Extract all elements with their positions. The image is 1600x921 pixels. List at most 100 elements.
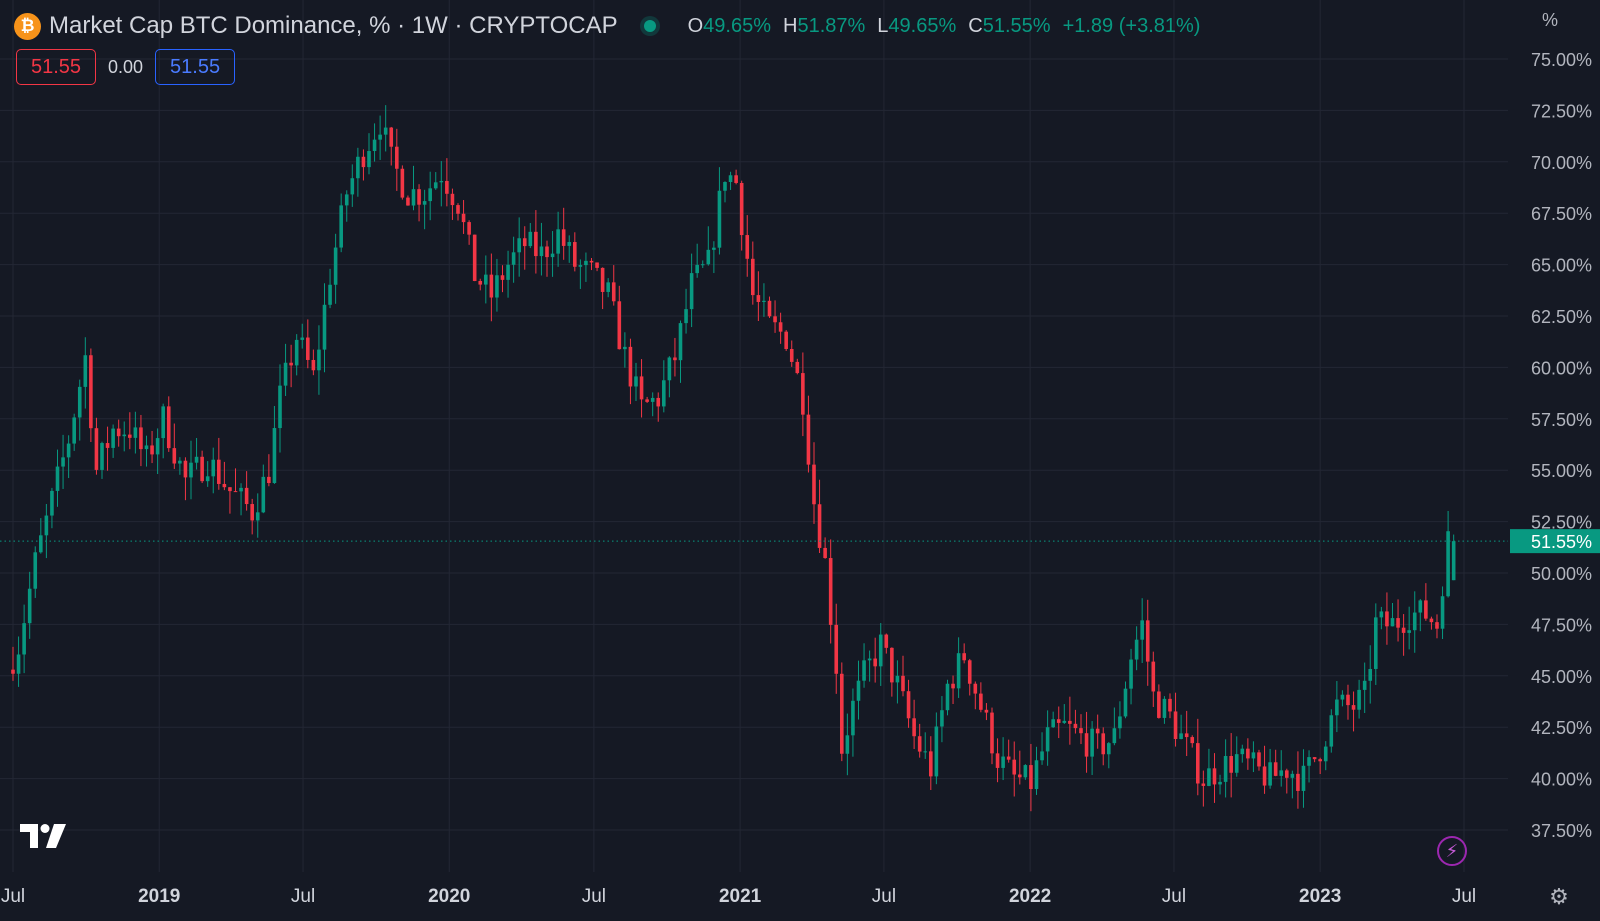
spread-value: 0.00 <box>108 56 144 77</box>
candle-body <box>311 359 316 371</box>
ohlc-low: L49.65% <box>877 14 957 37</box>
candle-body <box>745 235 750 259</box>
market-status-icon[interactable] <box>643 20 656 32</box>
x-tick-label: 2023 <box>1299 886 1341 907</box>
candle-body <box>1307 757 1311 766</box>
candle-body <box>617 301 622 350</box>
candle-body <box>72 417 76 444</box>
candle-body <box>39 535 43 553</box>
candle-body <box>845 735 850 754</box>
lightning-icon[interactable]: ⚡ <box>1437 836 1467 866</box>
candle-body <box>1351 705 1356 710</box>
candle-body <box>255 512 260 521</box>
y-tick-label: 37.50% <box>1531 821 1592 841</box>
y-tick-label: 47.50% <box>1531 615 1592 635</box>
candle-body <box>1212 768 1217 785</box>
candle-body <box>689 273 694 310</box>
candle-body <box>484 274 488 285</box>
candle-body <box>923 751 928 753</box>
gear-icon[interactable]: ⚙ <box>1549 884 1569 909</box>
candle-body <box>506 264 510 280</box>
candle-body <box>1129 659 1133 689</box>
candle-body <box>778 322 783 332</box>
candle-body <box>289 362 293 366</box>
candle-body <box>428 188 432 202</box>
candle-body <box>328 284 332 305</box>
candle-body <box>1023 765 1028 778</box>
candle-body <box>55 466 60 491</box>
candle-body <box>417 189 421 205</box>
candle-body <box>1435 622 1439 629</box>
candle-body <box>272 428 277 484</box>
time-axis[interactable]: Jul 2019 Jul 2020 Jul 2021 Jul 2022 Jul 2023 Jul <box>1 886 1476 907</box>
candle-body <box>667 357 672 381</box>
candle-body <box>16 654 21 674</box>
candle-body <box>1362 680 1367 690</box>
candle-body <box>1006 756 1011 760</box>
candle-body <box>600 267 605 292</box>
x-tick-label: Jul <box>872 886 896 907</box>
candle-body <box>1424 600 1428 619</box>
candle-body <box>133 427 138 438</box>
candle-body <box>461 213 466 223</box>
candle-body <box>194 456 199 463</box>
bitcoin-logo-icon: ₿ <box>14 12 41 40</box>
price-axis[interactable]: 37.50% 40.00% 42.50% 45.00% 47.50% 50.00% 52.5… <box>1531 50 1592 841</box>
candle-body <box>1218 781 1222 785</box>
candle-body <box>773 316 777 323</box>
candle-body <box>1140 620 1144 640</box>
symbol-title[interactable]: Market Cap BTC Dominance, % · 1W · CRYPT… <box>49 12 618 39</box>
candle-body <box>561 229 566 246</box>
candle-body <box>306 337 310 360</box>
candle-body <box>66 443 71 458</box>
candle-body <box>367 151 371 168</box>
candle-body <box>728 175 733 183</box>
buy-button[interactable]: 51.55 <box>155 49 236 85</box>
candle-body <box>155 438 160 455</box>
candle-body <box>851 700 855 736</box>
candle-body <box>934 726 939 777</box>
candle-body <box>817 504 822 548</box>
candle-body <box>522 238 527 247</box>
candle-body <box>1101 733 1106 755</box>
candle-body <box>611 282 616 302</box>
candle-body <box>239 487 243 492</box>
candle-body <box>628 346 633 387</box>
candle-body <box>183 460 188 478</box>
candle-body <box>1340 694 1345 700</box>
candle-body <box>1429 618 1434 623</box>
candle-body <box>50 490 54 516</box>
tradingview-logo-icon[interactable] <box>20 824 68 853</box>
candle-body <box>211 459 216 477</box>
candle-body <box>339 205 343 248</box>
candle-body <box>1012 759 1017 775</box>
candle-body <box>383 127 388 135</box>
candle-body <box>951 683 955 689</box>
candle-body <box>1357 689 1361 710</box>
candle-body <box>795 361 800 374</box>
candle-body <box>717 190 722 248</box>
candle-body <box>1373 617 1378 669</box>
sell-button[interactable]: 51.55 <box>16 49 96 85</box>
candle-body <box>166 406 171 449</box>
trade-buttons: 51.55 0.00 51.55 <box>16 49 236 85</box>
y-tick-label: 70.00% <box>1531 153 1592 173</box>
candle-body <box>1123 688 1128 717</box>
candle-body <box>1151 661 1156 692</box>
candle-body <box>205 476 210 482</box>
candle-body <box>751 258 755 296</box>
candle-body <box>300 337 305 340</box>
candle-body <box>439 180 444 183</box>
candle-body <box>44 515 49 536</box>
candle-body <box>706 249 711 265</box>
candle-body <box>712 247 716 250</box>
candle-body <box>1084 733 1089 757</box>
x-tick-label: Jul <box>1162 886 1186 907</box>
candle-body <box>489 274 494 298</box>
candle-body <box>261 476 266 513</box>
candle-body <box>105 443 110 448</box>
y-tick-label: 50.00% <box>1531 564 1592 584</box>
candle-body <box>294 339 299 366</box>
